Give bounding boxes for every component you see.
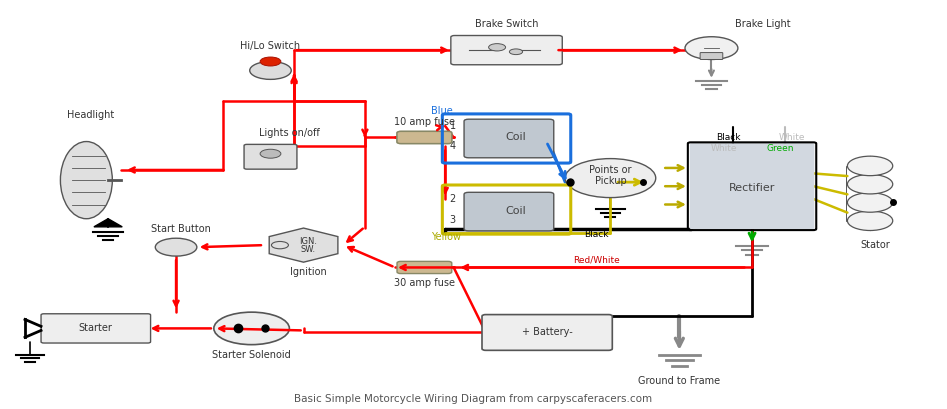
Text: Ground to Frame: Ground to Frame xyxy=(638,376,721,386)
Text: Black: Black xyxy=(584,230,609,239)
Circle shape xyxy=(214,312,290,345)
Text: Coil: Coil xyxy=(506,206,527,216)
Text: 30 amp fuse: 30 amp fuse xyxy=(394,278,455,288)
Circle shape xyxy=(848,211,893,231)
Polygon shape xyxy=(94,219,122,227)
Polygon shape xyxy=(269,228,338,262)
Circle shape xyxy=(848,156,893,175)
Circle shape xyxy=(260,57,281,66)
Text: Headlight: Headlight xyxy=(67,110,115,120)
Text: Pickup: Pickup xyxy=(595,176,626,187)
FancyBboxPatch shape xyxy=(397,131,452,144)
Circle shape xyxy=(848,193,893,212)
FancyBboxPatch shape xyxy=(41,314,151,343)
Text: Brake Switch: Brake Switch xyxy=(474,19,538,29)
FancyBboxPatch shape xyxy=(482,315,613,351)
Circle shape xyxy=(260,149,281,158)
Text: Blue: Blue xyxy=(431,106,453,116)
Text: Red/White: Red/White xyxy=(573,256,619,265)
FancyBboxPatch shape xyxy=(464,119,554,158)
Text: Stator: Stator xyxy=(860,240,889,250)
Circle shape xyxy=(509,49,523,55)
Circle shape xyxy=(489,44,506,51)
Text: Start Button: Start Button xyxy=(151,224,211,234)
Text: Starter Solenoid: Starter Solenoid xyxy=(212,350,291,360)
Text: 4: 4 xyxy=(450,142,456,151)
Text: Basic Simple Motorcycle Wiring Diagram from carpyscaferacers.com: Basic Simple Motorcycle Wiring Diagram f… xyxy=(295,395,652,405)
Text: Rectifier: Rectifier xyxy=(729,183,776,193)
Text: Yellow: Yellow xyxy=(431,232,461,242)
Ellipse shape xyxy=(61,142,113,219)
Circle shape xyxy=(685,37,738,59)
Text: IGN.: IGN. xyxy=(299,237,317,246)
FancyBboxPatch shape xyxy=(451,36,563,65)
FancyBboxPatch shape xyxy=(464,192,554,231)
FancyBboxPatch shape xyxy=(700,53,723,59)
FancyBboxPatch shape xyxy=(397,131,452,144)
Text: White: White xyxy=(778,133,805,142)
Text: 2: 2 xyxy=(450,194,456,204)
Circle shape xyxy=(565,159,655,198)
Text: Ignition: Ignition xyxy=(290,267,327,276)
Text: 10 amp fuse: 10 amp fuse xyxy=(394,117,455,127)
Text: White: White xyxy=(710,144,737,153)
Text: + Battery-: + Battery- xyxy=(522,328,573,337)
Text: Brake Light: Brake Light xyxy=(735,19,791,29)
Text: SW.: SW. xyxy=(301,245,315,254)
Text: Coil: Coil xyxy=(506,133,527,142)
Text: Black: Black xyxy=(716,133,741,142)
Text: Green: Green xyxy=(767,144,795,153)
Circle shape xyxy=(848,175,893,194)
FancyBboxPatch shape xyxy=(689,143,814,229)
Text: Starter: Starter xyxy=(79,324,113,333)
Circle shape xyxy=(155,238,197,256)
Circle shape xyxy=(250,61,292,79)
Text: 3: 3 xyxy=(450,215,456,225)
FancyBboxPatch shape xyxy=(244,144,297,169)
Text: 1: 1 xyxy=(450,121,456,131)
Text: Points or: Points or xyxy=(589,165,632,175)
Text: Lights on/off: Lights on/off xyxy=(259,128,320,138)
Text: Hi/Lo Switch: Hi/Lo Switch xyxy=(241,41,300,51)
FancyBboxPatch shape xyxy=(397,261,452,274)
